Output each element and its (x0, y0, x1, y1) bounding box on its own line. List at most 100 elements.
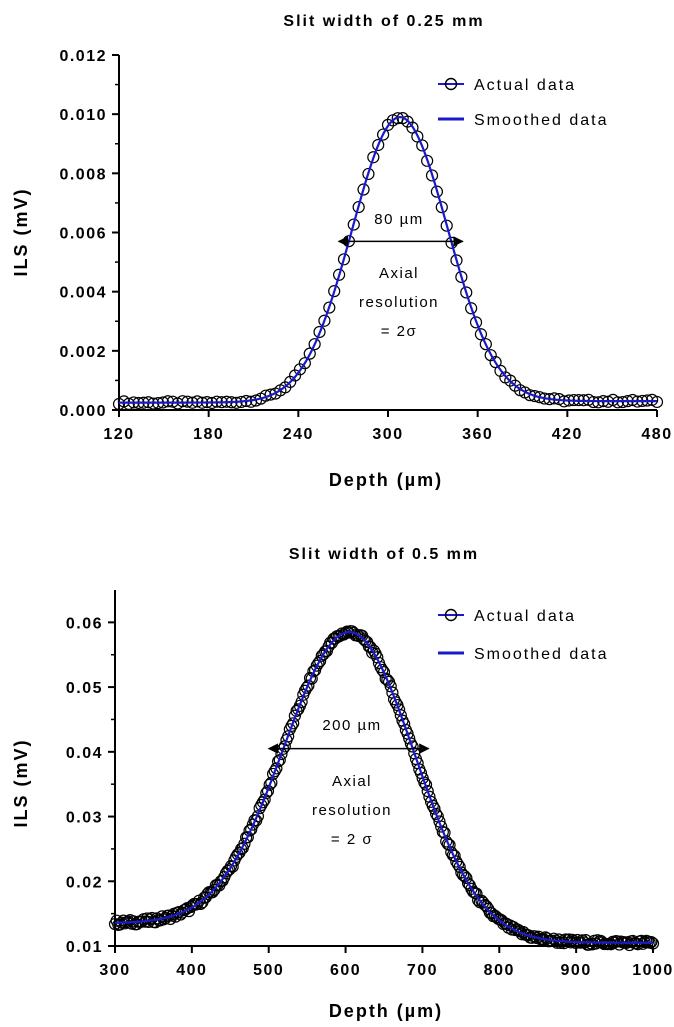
data-point (263, 778, 276, 791)
data-point (367, 644, 381, 657)
data-point (416, 139, 429, 152)
chart-title: Slit width of 0.5 mm (289, 546, 479, 563)
annotation-line-3: = 2σ (381, 323, 418, 340)
annotation-line-1: Axial (332, 773, 372, 790)
data-point (611, 396, 624, 409)
annotation-line-2: resolution (312, 802, 392, 819)
data-point (273, 753, 286, 767)
data-point (308, 338, 321, 351)
data-point (428, 802, 441, 815)
width-label: 200 µm (322, 717, 381, 734)
x-tick-label: 300 (372, 426, 403, 443)
data-point (161, 395, 175, 408)
x-tick-labels: 300 400 500 600 700 800 900 1000 (99, 946, 674, 979)
data-point (295, 695, 308, 708)
x-tick-label: 800 (484, 962, 515, 979)
chart-title: Slit width of 0.25 mm (283, 13, 484, 30)
data-point (435, 820, 448, 833)
data-point (243, 824, 256, 837)
legend-smoothed-label: Smoothed data (474, 112, 609, 129)
data-point (113, 918, 127, 931)
annotation-line-2: resolution (359, 294, 439, 311)
data-point (376, 663, 389, 677)
data-point (425, 169, 439, 182)
data-point (377, 128, 390, 141)
data-point (381, 673, 394, 686)
data-point (522, 929, 535, 942)
data-point (347, 218, 360, 231)
data-point (450, 254, 463, 267)
data-point (260, 786, 273, 800)
data-point (419, 778, 433, 791)
x-tick-label: 120 (103, 426, 134, 443)
data-point (377, 666, 391, 679)
data-point (313, 325, 326, 339)
x-tick-label: 1000 (632, 962, 674, 979)
x-tick-label: 300 (99, 962, 130, 979)
data-point (367, 151, 380, 164)
data-point (261, 784, 275, 798)
data-point (372, 138, 385, 152)
y-tick-label: 0.05 (66, 680, 103, 697)
data-point (384, 680, 397, 693)
y-tick-label: 0.010 (59, 107, 107, 124)
smoothed-line (119, 116, 657, 404)
data-point (271, 755, 285, 768)
x-tick-label: 500 (253, 962, 284, 979)
legend-actual-marker (444, 77, 458, 91)
data-point (438, 826, 451, 839)
legend-actual-label: Actual data (474, 608, 576, 625)
data-point (435, 201, 448, 214)
data-point (626, 393, 639, 407)
annotation-line-1: Axial (379, 265, 419, 282)
data-point (298, 357, 311, 370)
annotation: 80 µm Axial resolution = 2σ (337, 211, 464, 340)
data-point (314, 654, 327, 668)
data-point (303, 347, 316, 360)
data-point (426, 799, 439, 812)
y-tick-label: 0.04 (66, 745, 103, 762)
data-point (440, 835, 453, 848)
x-tick-label: 180 (193, 426, 224, 443)
y-tick-label: 0.01 (66, 939, 103, 956)
x-tick-labels: 120 180 240 300 360 420 480 (103, 410, 672, 443)
data-point (440, 219, 453, 232)
data-point (566, 933, 579, 946)
data-point (251, 810, 265, 823)
x-axis-label: Depth (µm) (329, 1001, 443, 1021)
y-axis-label: ILS (mV) (11, 187, 31, 276)
x-tick-label: 480 (641, 426, 672, 443)
data-point (474, 328, 488, 341)
data-point (323, 301, 336, 314)
y-tick-label: 0.02 (66, 874, 103, 891)
data-point (337, 253, 351, 266)
data-point (394, 709, 407, 722)
x-tick-label: 240 (283, 426, 314, 443)
x-tick-label: 360 (462, 426, 493, 443)
data-point (351, 628, 364, 642)
data-point (421, 154, 434, 167)
x-tick-label: 400 (176, 962, 207, 979)
data-point (469, 316, 483, 329)
data-point (460, 871, 473, 885)
data-point (362, 167, 375, 181)
actual-data-series (108, 625, 660, 952)
data-point (389, 696, 402, 709)
x-axis-label: Depth (µm) (329, 470, 443, 490)
smoothed-line (114, 630, 653, 944)
legend-actual-label: Actual data (474, 77, 576, 94)
chart-slit-025: Slit width of 0.25 mm 0.0000.0020.0040.0… (11, 13, 672, 490)
y-tick-label: 0.06 (66, 615, 103, 632)
data-point (460, 286, 473, 299)
y-tick-label: 0.03 (66, 810, 103, 827)
data-point (270, 762, 283, 775)
data-point (479, 338, 492, 351)
y-tick-label: 0.006 (59, 226, 107, 243)
data-point (451, 858, 465, 871)
data-point (332, 268, 346, 281)
x-tick-label: 900 (561, 962, 592, 979)
data-point (122, 397, 135, 410)
y-axis-label: ILS (mV) (11, 738, 31, 827)
y-tick-labels: 0.01 0.02 0.03 0.04 0.05 0.06 (66, 615, 115, 956)
data-point (241, 831, 254, 844)
